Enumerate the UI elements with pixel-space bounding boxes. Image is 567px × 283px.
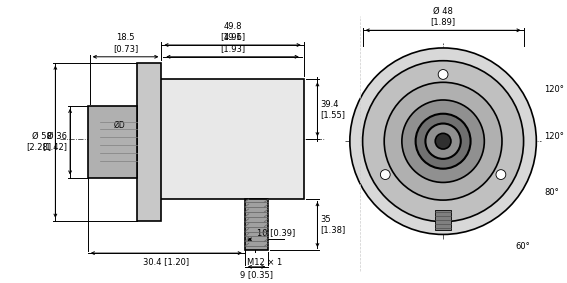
Text: 30.4 [1.20]: 30.4 [1.20] [143,257,189,266]
Text: Ø 48
[1.89]: Ø 48 [1.89] [430,7,456,26]
Circle shape [416,114,471,169]
Bar [160,79,304,199]
Text: 35
[1.38]: 35 [1.38] [320,215,346,234]
Text: 49.8
[1.96]: 49.8 [1.96] [220,22,245,41]
Bar [435,210,451,230]
Bar [137,63,162,221]
Bar [88,106,137,177]
Circle shape [350,48,536,234]
Circle shape [496,170,506,179]
Text: 120°: 120° [544,85,564,95]
Circle shape [380,170,390,179]
Text: 60°: 60° [515,242,530,251]
Text: M12 × 1: M12 × 1 [247,258,282,267]
Text: 39.4
[1.55]: 39.4 [1.55] [320,100,345,119]
Text: 18.5
[0.73]: 18.5 [0.73] [113,33,138,53]
Text: ØD: ØD [113,121,125,129]
Text: 49.1
[1.93]: 49.1 [1.93] [220,33,245,53]
Text: Ø 36
[1.42]: Ø 36 [1.42] [42,132,67,151]
Circle shape [363,61,523,222]
Circle shape [384,82,502,200]
Circle shape [416,114,471,169]
Text: 9 [0.35]: 9 [0.35] [240,270,273,279]
Circle shape [438,70,448,79]
Text: 10 [0.39]: 10 [0.39] [257,228,295,237]
Circle shape [435,133,451,149]
Circle shape [425,124,461,159]
Circle shape [435,133,451,149]
Circle shape [402,100,484,183]
Text: 80°: 80° [544,188,559,197]
Text: Ø 58
[2.28]: Ø 58 [2.28] [26,132,52,151]
Circle shape [425,124,461,159]
Text: 120°: 120° [544,132,564,141]
Bar [245,199,268,250]
